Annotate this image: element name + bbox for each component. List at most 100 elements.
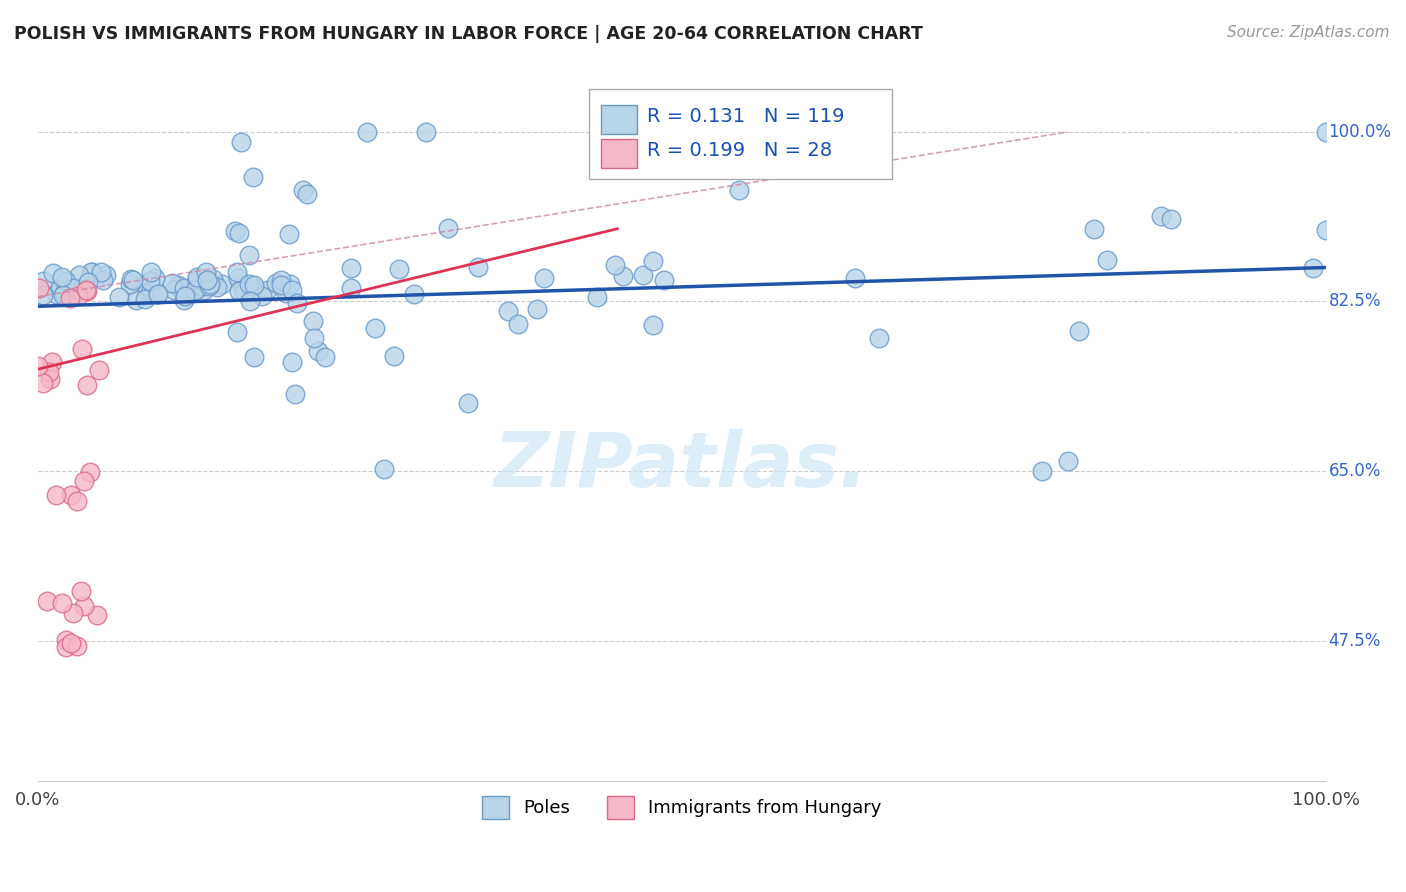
Point xyxy=(256,283,278,297)
Legend: Poles, Immigrants from Hungary: Poles, Immigrants from Hungary xyxy=(475,789,889,826)
Point xyxy=(173,293,195,307)
Point xyxy=(280,355,302,369)
Point xyxy=(167,277,190,292)
FancyBboxPatch shape xyxy=(600,139,637,168)
Point xyxy=(135,285,157,299)
Point xyxy=(173,281,195,295)
Point xyxy=(39,372,62,386)
Point xyxy=(52,288,75,302)
Point xyxy=(67,268,90,283)
Point xyxy=(146,286,169,301)
Point xyxy=(79,465,101,479)
Point xyxy=(1315,125,1337,139)
Text: ZIPatlas.: ZIPatlas. xyxy=(495,428,869,502)
Point xyxy=(270,278,292,293)
Point xyxy=(49,279,72,293)
Point xyxy=(62,281,84,295)
Point xyxy=(76,377,98,392)
Point xyxy=(605,152,627,166)
Point xyxy=(191,279,214,293)
Point xyxy=(195,272,218,286)
Point xyxy=(120,272,142,286)
Point xyxy=(28,281,51,295)
Point xyxy=(250,289,273,303)
Point xyxy=(42,266,65,280)
FancyBboxPatch shape xyxy=(600,105,637,134)
Point xyxy=(1302,260,1324,275)
Point xyxy=(301,314,323,328)
Point xyxy=(284,387,307,401)
Point xyxy=(291,183,314,197)
Point xyxy=(238,248,260,262)
Point xyxy=(63,289,86,303)
Point xyxy=(224,224,246,238)
Point xyxy=(80,265,103,279)
Point xyxy=(314,350,336,364)
Point xyxy=(67,289,90,303)
Point xyxy=(506,317,529,331)
Point xyxy=(134,292,156,306)
Point xyxy=(73,474,96,488)
Point xyxy=(274,286,297,301)
Point xyxy=(278,277,301,291)
Point xyxy=(373,462,395,476)
Point xyxy=(163,283,186,297)
Point xyxy=(139,285,162,299)
Point xyxy=(90,265,112,279)
Point xyxy=(145,286,167,301)
Point xyxy=(277,227,299,242)
Point xyxy=(612,269,634,284)
Point xyxy=(55,640,77,654)
Point xyxy=(1097,252,1119,267)
Point xyxy=(121,273,143,287)
Point xyxy=(526,302,548,317)
Point xyxy=(231,278,253,293)
Point xyxy=(202,272,225,286)
Point xyxy=(388,261,411,276)
Point xyxy=(231,135,253,149)
Point xyxy=(1083,221,1105,235)
Text: 82.5%: 82.5% xyxy=(1329,293,1381,310)
Text: Source: ZipAtlas.com: Source: ZipAtlas.com xyxy=(1226,25,1389,40)
Point xyxy=(207,280,229,294)
Point xyxy=(32,274,55,288)
Point xyxy=(75,283,97,297)
Point xyxy=(1057,454,1080,468)
Point xyxy=(496,304,519,318)
Point xyxy=(173,289,195,303)
Point xyxy=(226,265,249,279)
Point xyxy=(66,639,89,653)
Point xyxy=(139,265,162,279)
Point xyxy=(228,227,250,241)
Point xyxy=(35,594,58,608)
Point xyxy=(160,277,183,291)
Point xyxy=(51,597,73,611)
Point xyxy=(87,363,110,377)
Point xyxy=(38,364,60,378)
Point xyxy=(86,608,108,623)
Point xyxy=(27,359,49,374)
Point xyxy=(240,279,263,293)
Point xyxy=(193,283,215,297)
Point xyxy=(652,273,675,287)
Point xyxy=(194,265,217,279)
Point xyxy=(94,268,117,283)
Point xyxy=(77,275,100,289)
Point xyxy=(226,271,249,285)
Point xyxy=(641,318,664,332)
Point xyxy=(295,186,318,201)
Point xyxy=(67,282,90,296)
Point xyxy=(264,277,287,291)
Point xyxy=(55,274,77,288)
Point xyxy=(70,342,93,356)
Point xyxy=(186,271,208,285)
Point xyxy=(91,273,114,287)
Point xyxy=(533,271,555,285)
Point xyxy=(340,260,363,275)
Point xyxy=(228,285,250,299)
Point xyxy=(404,286,426,301)
Point xyxy=(415,125,437,139)
Point xyxy=(80,265,103,279)
Point xyxy=(467,260,489,274)
Point xyxy=(631,268,654,282)
